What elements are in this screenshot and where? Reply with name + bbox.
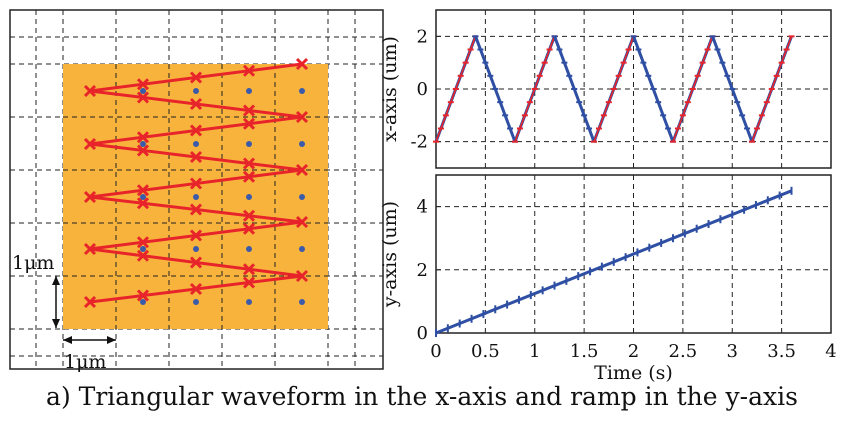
sample-dot xyxy=(140,88,146,94)
x-axis-chart-y-label: x-axis (um) xyxy=(379,36,401,142)
cross-marker xyxy=(189,150,203,164)
sample-dot xyxy=(299,194,305,200)
cross-marker xyxy=(136,184,150,197)
x-tick-label: 0.5 xyxy=(471,341,500,362)
cross-marker xyxy=(295,163,309,177)
cross-marker xyxy=(189,124,203,137)
vertical-scale-bar xyxy=(52,276,60,328)
cross-marker xyxy=(242,222,256,235)
y-axis-chart-y-label: y-axis (um) xyxy=(379,201,401,308)
cross-marker xyxy=(295,215,309,229)
sample-dot xyxy=(246,141,252,147)
sample-dot xyxy=(246,246,252,252)
cross-marker xyxy=(295,57,309,71)
cross-marker xyxy=(189,97,203,111)
y-axis-chart-grid xyxy=(436,175,831,333)
cross-marker xyxy=(242,104,256,117)
x-tick-label: 1 xyxy=(529,341,540,362)
y-tick-label: -2 xyxy=(410,132,428,153)
cross-marker xyxy=(242,117,256,130)
cross-marker xyxy=(83,295,97,309)
scan-path-markers xyxy=(83,57,309,309)
y-axis-chart-x-ticks: 0 0.5 1 1.5 2 2.5 3 3.5 4 xyxy=(430,341,836,362)
cross-marker xyxy=(83,242,97,256)
x-tick-label: 4 xyxy=(825,341,836,362)
figure-caption: a) Triangular waveform in the x-axis and… xyxy=(46,382,798,411)
cross-marker xyxy=(242,263,256,276)
y-tick-label: 0 xyxy=(417,79,428,100)
cross-marker xyxy=(136,236,150,249)
y-axis-chart-series xyxy=(435,186,793,337)
sample-dot xyxy=(246,299,252,305)
vertical-scale-label: 1μm xyxy=(12,252,54,274)
x-tick-label: 1.5 xyxy=(570,341,599,362)
cross-marker xyxy=(136,144,150,157)
cross-marker xyxy=(189,229,203,242)
x-tick-label: 0 xyxy=(430,341,441,362)
x-tick-label: 3.5 xyxy=(767,341,796,362)
sample-dot xyxy=(299,88,305,94)
cross-marker xyxy=(295,110,309,124)
cross-marker xyxy=(242,170,256,183)
horizontal-scale-label: 1μm xyxy=(64,351,106,373)
horizontal-scale-bar xyxy=(63,336,116,344)
sample-dot xyxy=(140,299,146,305)
sample-dot xyxy=(140,141,146,147)
sample-dot xyxy=(299,141,305,147)
scan-pattern-diagram: 1μm 1μm xyxy=(9,9,384,373)
sample-dot xyxy=(193,299,199,305)
cross-marker xyxy=(295,269,309,283)
cross-marker xyxy=(136,289,150,302)
cross-marker xyxy=(83,190,97,204)
x-tick-label: 3 xyxy=(727,341,738,362)
sample-dot xyxy=(193,88,199,94)
x-tick-label: 2.5 xyxy=(669,341,698,362)
sample-dot xyxy=(193,194,199,200)
y-axis-chart-frame xyxy=(435,174,832,334)
sample-dot xyxy=(299,246,305,252)
cross-marker xyxy=(189,282,203,296)
y-tick-label: 0 xyxy=(417,323,428,344)
cross-marker xyxy=(136,197,150,210)
y-axis-chart-y-ticks: 0 2 4 xyxy=(417,197,441,344)
x-axis-chart-grid xyxy=(436,10,831,168)
sample-dot xyxy=(140,194,146,200)
sample-dot xyxy=(246,194,252,200)
sample-dot xyxy=(246,88,252,94)
y-tick-label: 2 xyxy=(417,26,428,47)
sample-dot xyxy=(193,141,199,147)
cross-marker xyxy=(83,84,97,98)
cross-marker xyxy=(136,78,150,91)
y-tick-label: 4 xyxy=(417,197,428,218)
cross-marker xyxy=(189,256,203,269)
cross-marker xyxy=(136,91,150,104)
sample-dots xyxy=(140,88,305,305)
cross-marker xyxy=(189,177,203,190)
x-tick-label: 2 xyxy=(628,341,639,362)
cross-marker xyxy=(83,137,97,151)
y-axis-chart-x-label: Time (s) xyxy=(594,362,673,384)
sample-dot xyxy=(140,246,146,252)
cross-marker xyxy=(136,131,150,144)
sample-dot xyxy=(193,246,199,252)
x-axis-chart-series xyxy=(433,35,795,143)
cross-marker xyxy=(242,276,256,289)
cross-marker xyxy=(242,157,256,170)
cross-marker xyxy=(136,249,150,262)
y-tick-label: 2 xyxy=(417,260,428,281)
y-axis-chart: 0 2 4 0 0.5 1 1.5 2 2.5 3 3.5 4 y-axis (um) Time (… xyxy=(379,174,837,384)
sample-dot xyxy=(299,299,305,305)
cross-marker xyxy=(189,203,203,216)
cross-marker xyxy=(189,71,203,84)
cross-marker xyxy=(242,64,256,77)
x-axis-chart: -2 0 2 x-axis (um) xyxy=(379,9,832,169)
cross-marker xyxy=(242,209,256,222)
